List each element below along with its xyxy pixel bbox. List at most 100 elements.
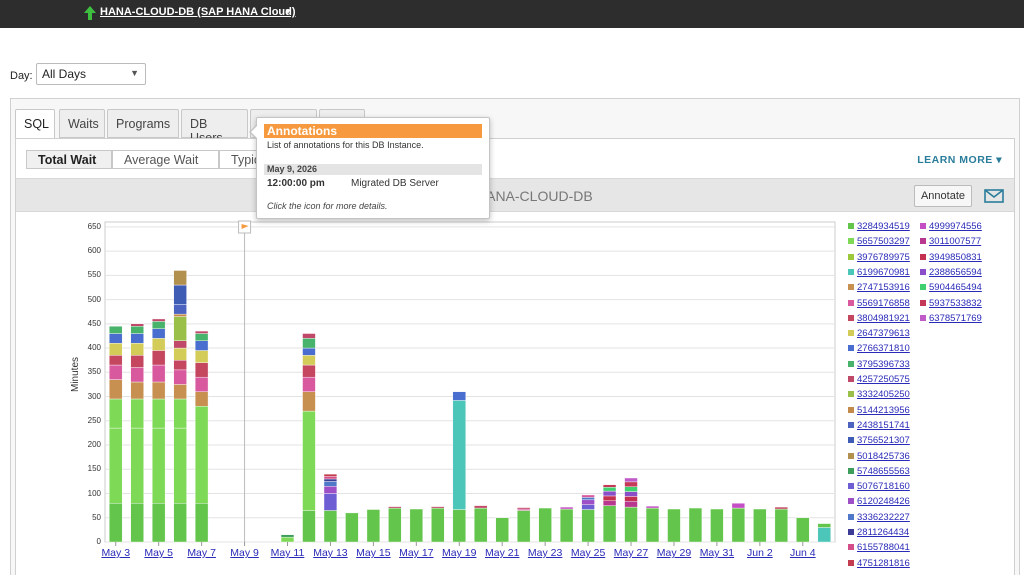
bar-segment (109, 326, 123, 334)
y-tick-label: 650 (87, 221, 101, 231)
legend-label[interactable]: 3011007577 (929, 236, 982, 248)
legend-label[interactable]: 5657503297 (857, 236, 910, 248)
legend-label[interactable]: 5144213956 (857, 404, 910, 416)
legend-label[interactable]: 5569176858 (857, 297, 910, 309)
bar-segment (173, 384, 187, 400)
legend-label[interactable]: 5937533832 (929, 297, 982, 309)
x-tick-label[interactable]: May 17 (399, 547, 434, 559)
bar-segment (194, 503, 209, 543)
legend-swatch (920, 314, 926, 321)
tab-sql[interactable]: SQL (15, 109, 55, 139)
x-tick-label[interactable]: May 3 (101, 547, 131, 559)
tab-programs[interactable]: Programs (107, 109, 179, 138)
legend-label[interactable]: 6199670981 (857, 266, 910, 278)
bar-segment (366, 509, 381, 543)
y-tick-label: 50 (92, 512, 101, 522)
legend-label[interactable]: 3332405250 (857, 389, 910, 401)
legend-label[interactable]: 2647379613 (857, 328, 910, 340)
legend-label[interactable]: 6155788041 (857, 542, 910, 554)
popup-description: List of annotations for this DB Instance… (267, 140, 424, 150)
subtab-total-wait[interactable]: Total Wait (26, 150, 112, 169)
bar-segment (710, 508, 724, 543)
legend-label[interactable]: 3795396733 (857, 358, 910, 370)
legend-label[interactable]: 5018425736 (857, 450, 910, 462)
caret-down-icon[interactable]: ▼ (284, 7, 292, 16)
legend-label[interactable]: 3976789975 (857, 251, 910, 263)
popup-event: Migrated DB Server (351, 178, 439, 189)
x-tick-label[interactable]: May 13 (313, 547, 348, 559)
subtab-average-wait[interactable]: Average Wait (112, 150, 219, 169)
x-tick-label[interactable]: May 9 (230, 547, 259, 559)
bar-segment (173, 503, 187, 543)
mail-icon[interactable] (984, 188, 1004, 204)
legend-swatch (848, 483, 854, 490)
x-tick-label[interactable]: May 31 (699, 547, 735, 559)
bar-segment (194, 406, 209, 504)
legend-label[interactable]: 2811264434 (857, 527, 910, 538)
x-tick-label[interactable]: May 23 (527, 547, 563, 559)
x-tick-label[interactable]: May 27 (613, 547, 649, 559)
legend-label[interactable]: 6378571769 (929, 312, 982, 324)
legend-swatch (848, 529, 854, 535)
legend-swatch (920, 238, 926, 245)
legend-label[interactable]: 2438151741 (857, 419, 910, 431)
x-tick-label[interactable]: May 7 (187, 547, 216, 559)
bar-segment (538, 507, 552, 543)
bar-segment (602, 484, 617, 488)
bar-segment (194, 362, 209, 378)
bar-segment (452, 391, 466, 401)
bar-segment (602, 490, 617, 497)
legend-swatch (920, 268, 926, 275)
y-tick-label: 400 (87, 343, 101, 353)
bar-segment (388, 506, 402, 509)
x-tick-label[interactable]: May 21 (484, 547, 520, 559)
bar-segment (624, 506, 638, 543)
x-tick-label[interactable]: May 5 (144, 547, 173, 559)
legend-label[interactable]: 3804981921 (857, 312, 910, 324)
bar-segment (581, 494, 595, 498)
bar-segment (130, 355, 144, 368)
legend-label[interactable]: 5748655563 (857, 465, 910, 477)
annotations-popup: Annotations List of annotations for this… (249, 117, 490, 219)
legend-swatch (848, 376, 854, 382)
legend-label[interactable]: 5076718160 (857, 481, 910, 493)
legend-label[interactable]: 2766371810 (857, 343, 910, 355)
x-tick-label[interactable]: May 19 (442, 547, 477, 559)
legend-label[interactable]: 5904465494 (929, 282, 982, 294)
legend-label[interactable]: 3284934519 (857, 221, 910, 232)
y-tick-label: 300 (87, 391, 101, 401)
legend-swatch (848, 330, 854, 337)
legend-label[interactable]: 3336232227 (857, 511, 910, 523)
x-tick-label[interactable]: Jun 2 (747, 547, 773, 559)
bar-segment (559, 506, 574, 510)
day-select-value: All Days (42, 67, 87, 81)
learn-more-link[interactable]: LEARN MORE ▾ (917, 154, 1002, 166)
x-tick-label[interactable]: Jun 4 (789, 547, 816, 559)
legend-label[interactable]: 2388656594 (929, 266, 982, 278)
tab-waits[interactable]: Waits (59, 109, 105, 138)
x-tick-label[interactable]: May 25 (570, 547, 606, 559)
legend-label[interactable]: 4999974556 (929, 221, 982, 232)
popup-time: 12:00:00 pm (267, 178, 325, 189)
x-tick-label[interactable]: May 29 (656, 547, 692, 559)
bar-segment (130, 398, 144, 429)
bar-segment (495, 517, 509, 543)
db-selector-link[interactable]: HANA-CLOUD-DB (SAP HANA Cloud) (100, 6, 296, 18)
legend-swatch (848, 345, 854, 352)
bar-segment (302, 338, 316, 349)
legend-label[interactable]: 6120248426 (857, 496, 910, 508)
bar-segment (624, 496, 638, 502)
x-tick-label[interactable]: May 11 (270, 547, 305, 559)
bar-segment (688, 507, 703, 543)
day-select[interactable]: All Days ▼ (36, 63, 146, 85)
bar-segment (130, 427, 144, 504)
annotate-button[interactable]: Annotate (914, 185, 972, 207)
legend-label[interactable]: 4257250575 (857, 374, 910, 385)
legend-label[interactable]: 3756521307 (857, 435, 910, 447)
x-tick-label[interactable]: May 15 (356, 547, 391, 559)
legend-label[interactable]: 4751281816 (857, 557, 910, 569)
legend-label[interactable]: 2747153916 (857, 282, 910, 294)
y-tick-label: 550 (87, 270, 101, 280)
legend-label[interactable]: 3949850831 (929, 251, 982, 263)
